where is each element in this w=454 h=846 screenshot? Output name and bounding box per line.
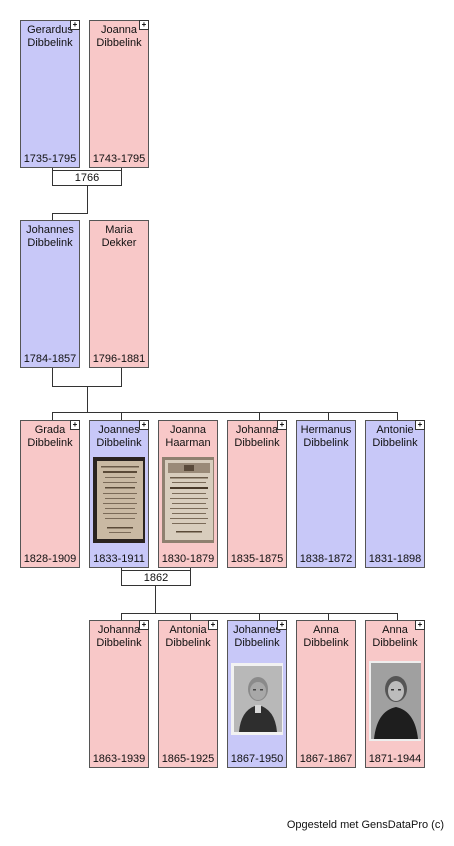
expand-plus-icon[interactable]: + [415,620,425,630]
person-joanna-dibbelink[interactable]: Joanna Dibbelink + 1743-1795 [89,20,149,168]
person-joanna-haarman[interactable]: Joanna Haarman 1830-1879 [158,420,218,568]
footer-credit: Opgesteld met GensDataPro (c) [286,819,444,831]
person-dates: 1831-1898 [368,553,422,565]
memorial-card-photo [162,457,214,543]
person-dates: 1865-1925 [161,753,215,765]
person-johanna-dibbelink[interactable]: Johanna Dibbelink + 1835-1875 [227,420,287,568]
memorial-card-photo [93,457,145,543]
person-name: Anna Dibbelink [372,624,418,649]
connector-line [259,412,260,420]
person-name: Gerardus Dibbelink [27,24,73,49]
person-dates: 1867-1867 [299,753,353,765]
person-name: Grada Dibbelink [27,424,73,449]
person-name: Johanna Dibbelink [234,424,280,449]
person-dates: 1830-1879 [161,553,215,565]
expand-plus-icon[interactable]: + [277,420,287,430]
connector-line [190,613,191,620]
person-gerardus-dibbelink[interactable]: Gerardus Dibbelink + 1735-1795 [20,20,80,168]
person-dates: 1871-1944 [368,753,422,765]
person-johanna-dibbelink-1863[interactable]: Johanna Dibbelink + 1863-1939 [89,620,149,768]
connector-line [121,368,122,386]
person-name: Antonia Dibbelink [165,624,211,649]
expand-plus-icon[interactable]: + [139,20,149,30]
connector-line [52,412,53,420]
person-name: Hermanus Dibbelink [300,424,352,449]
person-dates: 1863-1939 [92,753,146,765]
person-dates: 1867-1950 [230,753,284,765]
person-anna-dibbelink-1871[interactable]: Anna Dibbelink + 1871-1944 [365,620,425,768]
portrait-photo [369,661,421,741]
person-name: Joannes Dibbelink [96,424,142,449]
connector-line [52,368,53,386]
marriage-year-box: 1766 [52,170,122,186]
connector-line [397,412,398,420]
person-antonie-dibbelink[interactable]: Antonie Dibbelink + 1831-1898 [365,420,425,568]
person-grada-dibbelink[interactable]: Grada Dibbelink + 1828-1909 [20,420,80,568]
connector-line [121,613,122,620]
connector-line [87,386,88,412]
connector-line [328,412,329,420]
expand-plus-icon[interactable]: + [208,620,218,630]
person-name: Antonie Dibbelink [372,424,418,449]
connector-line [52,412,397,413]
person-dates: 1828-1909 [23,553,77,565]
person-maria-dekker[interactable]: Maria Dekker 1796-1881 [89,220,149,368]
expand-plus-icon[interactable]: + [139,620,149,630]
connector-line [87,186,88,214]
person-dates: 1743-1795 [92,153,146,165]
connector-line [259,613,260,620]
person-dates: 1784-1857 [23,353,77,365]
expand-plus-icon[interactable]: + [415,420,425,430]
person-johannes-dibbelink-1867[interactable]: Johannes Dibbelink + 1867-1950 [227,620,287,768]
expand-plus-icon[interactable]: + [70,20,80,30]
connector-line [397,613,398,620]
expand-plus-icon[interactable]: + [70,420,80,430]
person-name: Joanna Dibbelink [96,24,142,49]
person-dates: 1833-1911 [93,553,145,565]
person-name: Joanna Haarman [165,424,211,449]
person-johannes-dibbelink[interactable]: Johannes Dibbelink 1784-1857 [20,220,80,368]
person-anna-dibbelink-1867[interactable]: Anna Dibbelink 1867-1867 [296,620,356,768]
person-antonia-dibbelink[interactable]: Antonia Dibbelink + 1865-1925 [158,620,218,768]
expand-plus-icon[interactable]: + [277,620,287,630]
connector-line [328,613,329,620]
person-name: Johanna Dibbelink [96,624,142,649]
connector-line [52,213,88,214]
connector-line [155,586,156,614]
person-name: Johannes Dibbelink [26,224,74,249]
person-name: Maria Dekker [101,224,137,249]
person-dates: 1735-1795 [23,153,77,165]
marriage-year-box: 1862 [121,570,191,586]
portrait-photo [231,663,283,735]
person-joannes-dibbelink[interactable]: Joannes Dibbelink + 1833-1911 [89,420,149,568]
person-dates: 1838-1872 [299,553,353,565]
person-dates: 1796-1881 [92,353,146,365]
person-dates: 1835-1875 [230,553,284,565]
person-name: Anna Dibbelink [303,624,349,649]
connector-line [121,412,122,420]
person-name: Johannes Dibbelink [233,624,281,649]
person-hermanus-dibbelink[interactable]: Hermanus Dibbelink 1838-1872 [296,420,356,568]
expand-plus-icon[interactable]: + [139,420,149,430]
connector-line [52,213,53,220]
